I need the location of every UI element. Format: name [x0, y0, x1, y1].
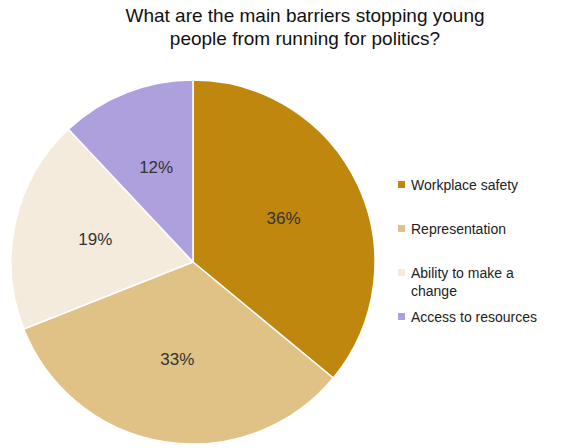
legend-label: Workplace safety	[411, 177, 518, 193]
chart: What are the main barriers stopping youn…	[0, 0, 568, 448]
legend-swatch	[398, 225, 405, 232]
legend-label: Access to resources	[411, 309, 537, 325]
title: What are the main barriers stopping youn…	[125, 5, 484, 49]
data-label: 33%	[160, 350, 194, 369]
pie: 36% 33% 19% 12%	[11, 80, 375, 444]
text-line: Access to resources	[411, 309, 537, 325]
slice	[68, 80, 193, 262]
legend-swatch	[398, 269, 405, 276]
text-line: change	[411, 283, 457, 299]
text-line: Workplace safety	[411, 177, 518, 193]
text-line: people from running for politics?	[170, 28, 440, 49]
legend-label: Ability to make a change	[411, 265, 514, 299]
data-label: 12%	[139, 158, 173, 177]
legend: Workplace safety Representation Ability to…	[398, 177, 537, 325]
text-line: Representation	[411, 221, 506, 237]
text-line: Ability to make a	[411, 265, 514, 281]
legend-swatch	[398, 181, 405, 188]
data-label: 19%	[78, 230, 112, 249]
text-line: What are the main barriers stopping youn…	[125, 5, 484, 26]
data-label: 36%	[267, 209, 301, 228]
legend-swatch	[398, 313, 405, 320]
legend-label: Representation	[411, 221, 506, 237]
